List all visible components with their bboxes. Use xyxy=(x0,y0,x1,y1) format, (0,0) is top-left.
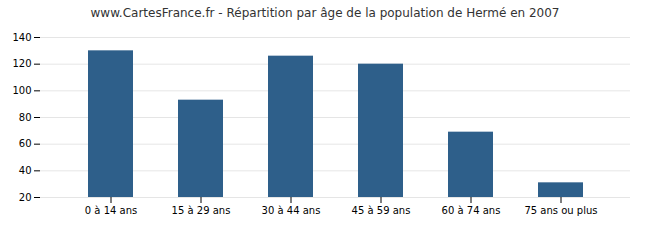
svg-text:100: 100 xyxy=(12,85,31,96)
svg-text:120: 120 xyxy=(12,58,31,69)
svg-text:0 à 14 ans: 0 à 14 ans xyxy=(85,205,137,216)
html-text:www.CartesFrance.fr - Répartit: www.CartesFrance.fr - Répartition par âg… xyxy=(90,6,560,20)
svg-text:60: 60 xyxy=(19,138,32,149)
svg-text:60 à 74 ans: 60 à 74 ans xyxy=(442,205,501,216)
svg-text:30 à 44 ans: 30 à 44 ans xyxy=(262,205,321,216)
svg-text:45 à 59 ans: 45 à 59 ans xyxy=(352,205,411,216)
svg-text:80: 80 xyxy=(19,112,32,123)
svg-text:15 à 29 ans: 15 à 29 ans xyxy=(172,205,231,216)
svg-text:75 ans ou plus: 75 ans ou plus xyxy=(524,205,597,216)
svg-text:140: 140 xyxy=(12,32,31,43)
svg-text:40: 40 xyxy=(19,165,32,176)
svg-text:20: 20 xyxy=(19,192,32,203)
